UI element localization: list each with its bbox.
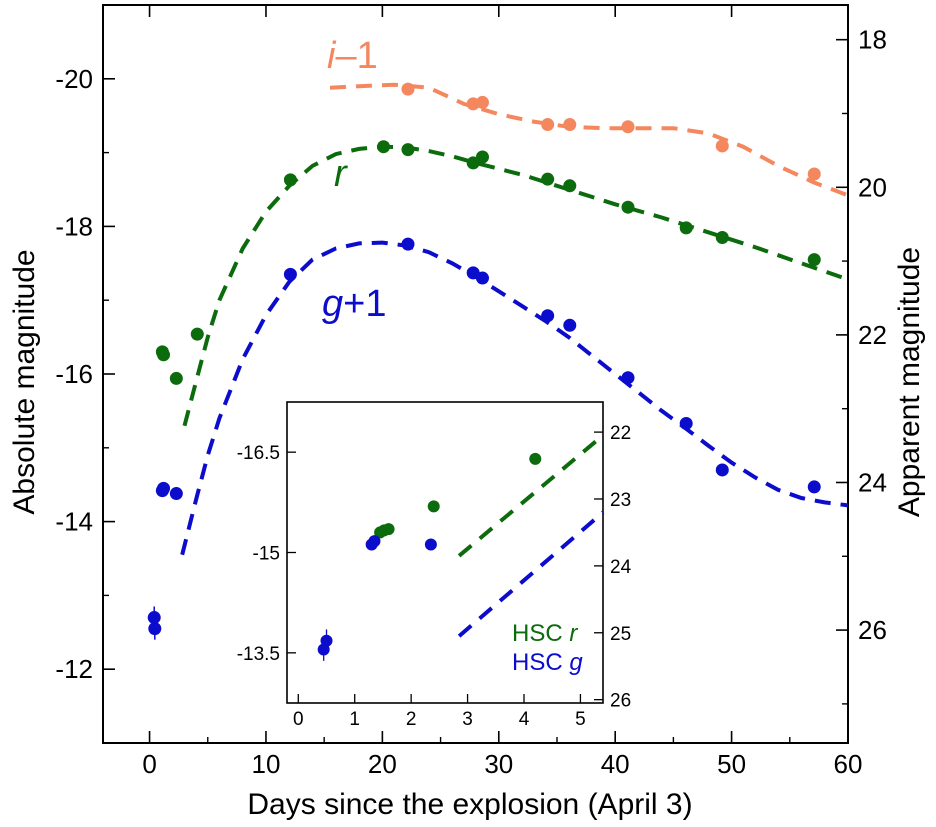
inset-y-tick-label-right: 26 — [610, 691, 631, 712]
main-g-data-point — [283, 267, 297, 281]
y-tick-label-right: 22 — [858, 320, 887, 350]
inset-g-data-point — [368, 535, 381, 548]
main-g-data-point — [679, 416, 693, 430]
main-g-data-point — [401, 237, 415, 251]
band-label-r: r — [334, 153, 348, 195]
y-tick-label-right: 18 — [858, 25, 887, 55]
main-g-data-point — [169, 487, 183, 501]
inset-x-tick-label: 5 — [575, 709, 586, 730]
y-tick-label-right: 20 — [858, 172, 887, 202]
main-r-data-point — [377, 140, 391, 154]
main-r-data-point — [169, 371, 183, 385]
main-i-data-point — [475, 95, 489, 109]
y-tick-label-right: 24 — [858, 467, 887, 497]
inset-g-model-curve — [457, 510, 605, 638]
inset-r-model-curve — [457, 433, 605, 558]
inset-frame — [286, 401, 604, 704]
band-label-g: g+1 — [322, 283, 386, 325]
main-g-data-point — [807, 480, 821, 494]
main-g-data-point — [541, 309, 555, 323]
inset-legend-text: HSC — [512, 620, 569, 647]
x-tick-label: 20 — [368, 749, 397, 779]
main-i-data-point — [563, 118, 577, 132]
main-i-model-curve — [329, 82, 849, 198]
main-r-data-point — [807, 253, 821, 267]
band-label-letter: g — [322, 283, 343, 325]
inset-legend-r: HSC r — [512, 620, 578, 647]
main-r-data-point — [466, 156, 480, 170]
x-tick-label: 50 — [717, 749, 746, 779]
inset-r-data-point — [427, 500, 440, 513]
main-g-model-curve — [180, 240, 849, 556]
inset-x-tick-label: 0 — [293, 709, 304, 730]
main-i-data-point — [807, 167, 821, 181]
main-r-data-point — [715, 230, 729, 244]
inset-x-tick-label: 2 — [406, 709, 417, 730]
inset-x-tick-label: 4 — [519, 709, 530, 730]
y-tick-label-left: -20 — [55, 64, 93, 94]
inset-legend-letter: g — [569, 649, 583, 676]
main-r-data-point — [283, 173, 297, 187]
inset-y-tick-label-left: -15 — [253, 544, 280, 565]
inset-g-data-point — [424, 538, 437, 551]
main-i-data-point — [621, 120, 635, 134]
inset-r-data-point — [382, 523, 395, 536]
main-r-data-point — [563, 179, 577, 193]
main-r-data-point — [679, 221, 693, 235]
x-axis-title: Days since the explosion (April 3) — [247, 788, 692, 821]
y-tick-label-left: -18 — [55, 211, 93, 241]
inset-y-tick-label-right: 25 — [610, 624, 631, 645]
y-axis-title-right: Apparent magnitude — [893, 247, 926, 517]
y-tick-label-left: -16 — [55, 359, 93, 389]
x-tick-label: 10 — [252, 749, 281, 779]
inset-r-data-point — [529, 452, 542, 465]
main-i-data-point — [401, 82, 415, 96]
y-axis-title-left: Absolute magnitude — [8, 249, 41, 514]
main-r-model-curve — [182, 144, 849, 427]
x-tick-label: 30 — [484, 749, 513, 779]
inset-legend-text: HSC — [512, 649, 569, 676]
inset-x-tick-label: 1 — [349, 709, 360, 730]
inset-y-tick-label-right: 23 — [610, 490, 631, 511]
main-r-data-point — [157, 348, 171, 362]
x-tick-label: 0 — [142, 749, 156, 779]
main-r-data-point — [190, 327, 204, 341]
main-i-data-point — [715, 139, 729, 153]
x-tick-label: 40 — [601, 749, 630, 779]
main-g-data-point — [715, 463, 729, 477]
main-r-data-point — [621, 200, 635, 214]
inset-y-tick-label-right: 24 — [610, 557, 632, 578]
x-tick-label: 60 — [834, 749, 863, 779]
band-label-letter: r — [334, 153, 348, 195]
main-g-data-point — [621, 371, 635, 385]
main-g-data-point — [563, 318, 577, 332]
inset-y-tick-label-left: -13.5 — [237, 644, 280, 665]
main-plot: 0 10 20 30 40 50 60-12-14-16-18-201820222426i–… — [55, 4, 887, 779]
main-g-data-point — [157, 481, 171, 495]
band-label-suffix: +1 — [343, 283, 386, 325]
main-r-data-point — [541, 172, 555, 186]
band-label-suffix: –1 — [335, 35, 377, 77]
band-label-letter: i — [327, 35, 337, 77]
y-tick-label-left: -12 — [55, 654, 93, 684]
inset-legend-letter: r — [569, 620, 578, 647]
inset-legend-g: HSC g — [512, 649, 583, 676]
band-label-i: i–1 — [327, 35, 378, 77]
main-i-data-point — [541, 118, 555, 132]
inset-y-tick-label-right: 22 — [610, 423, 631, 444]
main-r-data-point — [401, 143, 415, 157]
main-r-data-point — [475, 150, 489, 164]
inset-y-tick-label-left: -16.5 — [237, 443, 280, 464]
y-tick-label-left: -14 — [55, 507, 93, 537]
y-tick-label-right: 26 — [858, 615, 887, 645]
inset-x-tick-label: 3 — [462, 709, 473, 730]
main-g-data-point — [475, 271, 489, 285]
